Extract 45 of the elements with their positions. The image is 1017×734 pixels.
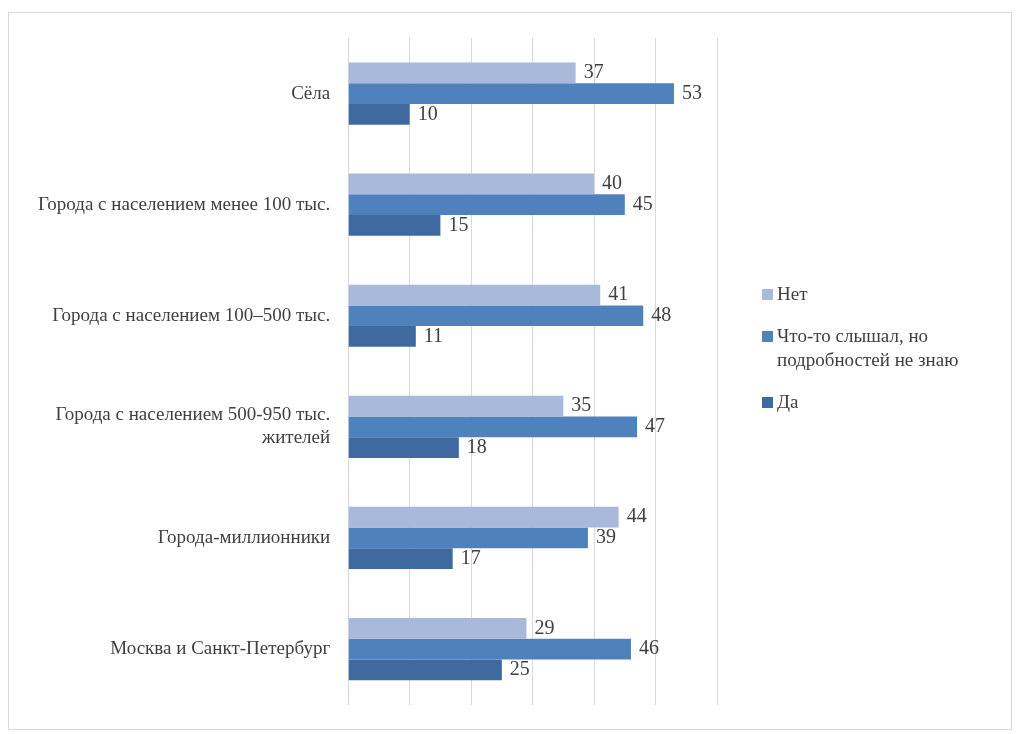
data-label: 37 xyxy=(583,60,604,83)
data-label: 53 xyxy=(681,80,702,103)
bar xyxy=(348,194,625,216)
data-label: 48 xyxy=(651,303,672,325)
legend-label: Нет xyxy=(777,282,808,306)
bar xyxy=(348,103,410,125)
data-label: 47 xyxy=(645,414,666,437)
bar xyxy=(348,284,601,306)
data-label: 25 xyxy=(509,657,530,680)
y-tick-label: Города с населением 500-950 тыс. жителей xyxy=(55,403,331,448)
data-label: 40 xyxy=(602,171,623,194)
data-label: 46 xyxy=(638,636,659,659)
bar xyxy=(348,617,527,639)
bar xyxy=(348,326,416,347)
data-label: 45 xyxy=(632,191,653,214)
data-label: 10 xyxy=(417,101,438,124)
y-tick-label: Города-миллионники xyxy=(157,525,331,547)
bar xyxy=(348,506,619,528)
y-tick-label: Сёла xyxy=(291,81,331,103)
legend-label: Что-то слышал, но подробностей не знаю xyxy=(777,324,960,372)
bar xyxy=(348,62,576,84)
data-label: 18 xyxy=(466,434,487,457)
y-tick-label: Москва и Санкт-Петербург xyxy=(110,637,331,659)
bar xyxy=(348,548,453,570)
data-label: 41 xyxy=(608,282,629,305)
data-label: 35 xyxy=(571,393,592,416)
bar xyxy=(348,638,631,660)
bar xyxy=(348,437,459,458)
y-tick-label: Города с населением 100–500 тыс. xyxy=(52,303,331,325)
y-tick-label: Города с населением менее 100 тыс. xyxy=(38,192,331,214)
bar xyxy=(348,173,595,195)
bar xyxy=(348,527,588,549)
data-label: 39 xyxy=(595,525,616,548)
data-label: 11 xyxy=(423,323,444,346)
data-label: 29 xyxy=(534,615,555,638)
bar xyxy=(348,416,638,438)
bar xyxy=(348,215,441,236)
data-label: 17 xyxy=(460,545,481,568)
bar xyxy=(348,305,644,327)
legend-label: Да xyxy=(777,390,799,414)
bar xyxy=(348,83,674,104)
data-label: 44 xyxy=(626,504,647,527)
bar xyxy=(348,395,564,417)
data-label: 15 xyxy=(448,212,469,235)
bar xyxy=(348,659,502,681)
